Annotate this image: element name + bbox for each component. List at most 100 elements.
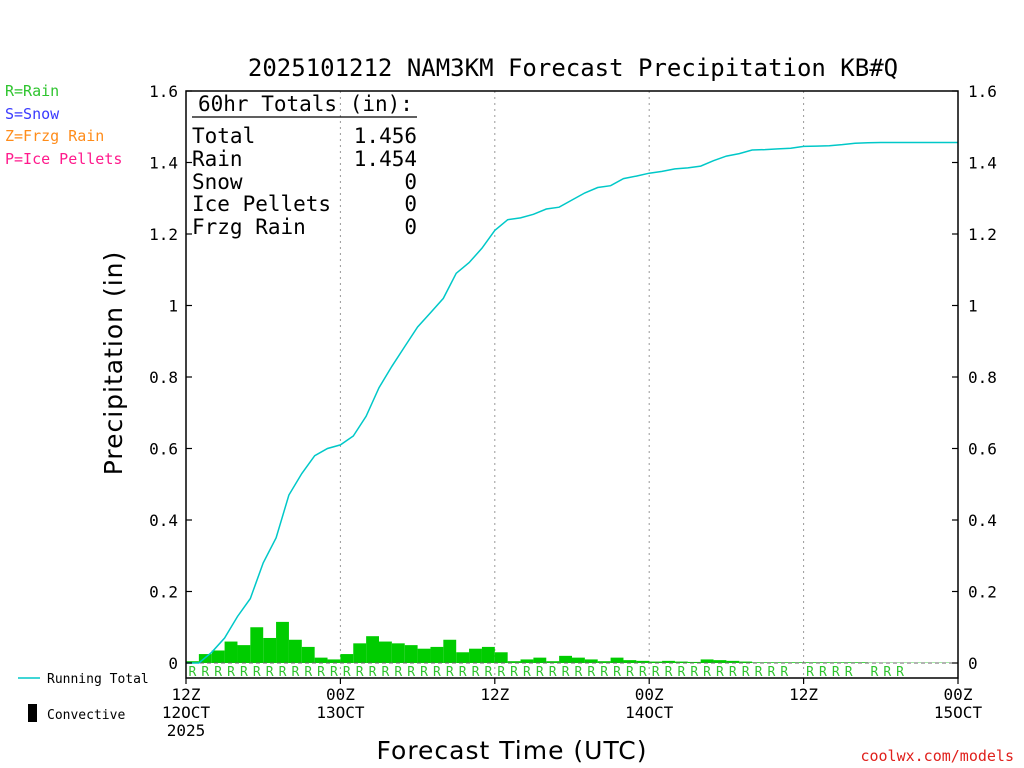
precip-type-mark: R (382, 665, 390, 680)
precip-bar (404, 645, 418, 663)
precip-bar (186, 661, 199, 663)
precip-type-mark: R (716, 665, 724, 680)
precip-type-mark: R (845, 665, 853, 680)
y-tick-label: 1.6 (149, 82, 178, 101)
precip-bar (301, 646, 315, 663)
totals-value-rain: 1.454 (354, 147, 417, 171)
precip-type-mark: R (227, 665, 235, 680)
legend-convective-label: Convective (47, 708, 125, 723)
precip-type-mark: R (459, 665, 467, 680)
precip-bar (224, 641, 238, 663)
precip-type-mark: R (472, 665, 480, 680)
x-tick-label: 12Z (789, 685, 818, 704)
precip-type-mark: R (523, 665, 531, 680)
chart-title: 2025101212 NAM3KM Forecast Precipitation… (248, 54, 898, 82)
precip-type-mark: R (446, 665, 454, 680)
precip-type-mark: R (768, 665, 776, 680)
precip-bar (237, 645, 251, 663)
precip-type-mark: R (497, 665, 505, 680)
precip-type-mark: R (394, 665, 402, 680)
precip-type-mark: R (484, 665, 492, 680)
precip-type-mark: R (549, 665, 557, 680)
x-gridlines (339, 91, 805, 678)
precip-type-mark: R (780, 665, 788, 680)
precip-bar (739, 661, 753, 663)
precip-bar (263, 637, 277, 663)
precip-type-mark: R (677, 665, 685, 680)
x-tick-label: 13OCT (316, 703, 365, 722)
y-tick-label-right: 0.2 (968, 583, 997, 602)
precip-type-mark: R (266, 665, 274, 680)
precip-type-mark: R (562, 665, 570, 680)
y-tick-label-right: 0.4 (968, 511, 997, 530)
totals-value-ice-pellets: 0 (404, 192, 417, 216)
x-tick-label: 12Z (480, 685, 509, 704)
precip-type-mark: R (369, 665, 377, 680)
precip-type-mark: R (189, 665, 197, 680)
y-tick-label-right: 1.2 (968, 225, 997, 244)
precip-bar (752, 662, 765, 663)
y-tick-label-right: 1.6 (968, 82, 997, 101)
precip-type-mark: R (317, 665, 325, 680)
precip-bar (481, 646, 495, 663)
precip-bar (726, 660, 740, 663)
precip-bar (430, 646, 444, 663)
y-axis-left: 0 0.2 0.4 0.6 0.8 1 1.2 1.4 1.6 (149, 82, 192, 673)
x-tick-label: 00Z (635, 685, 664, 704)
precip-bar (379, 641, 392, 663)
precip-type-mark: R (819, 665, 827, 680)
precip-bar (366, 636, 379, 663)
precip-bar (276, 621, 289, 663)
totals-label-total: Total (192, 124, 255, 148)
x-tick-label: 00Z (326, 685, 355, 704)
precip-bar (340, 654, 354, 663)
precip-bar (546, 661, 560, 663)
precip-bar (559, 655, 572, 663)
precip-bar (314, 657, 328, 663)
precip-type-mark: R (575, 665, 583, 680)
precip-type-mark: R (639, 665, 647, 680)
y-tick-label-right: 0.6 (968, 440, 997, 459)
precip-type-mark: R (253, 665, 261, 680)
x-tick-label: 15OCT (934, 703, 983, 722)
precip-type-mark: R (626, 665, 634, 680)
precip-bar (649, 661, 663, 663)
precip-bar (494, 652, 508, 663)
precip-type-mark: R (755, 665, 763, 680)
plot-frame (185, 90, 959, 679)
precip-type-mark: R (896, 665, 904, 680)
x-tick-label: 2025 (167, 721, 206, 740)
x-tick-label: 00Z (944, 685, 973, 704)
x-tick-label: 12Z (172, 685, 201, 704)
y-tick-label-right: 0.8 (968, 368, 997, 387)
x-axis-label: Forecast Time (UTC) (377, 736, 648, 765)
precip-bar (636, 660, 650, 663)
precip-type-mark: R (420, 665, 428, 680)
chart-legend: Running Total Convective (18, 672, 149, 723)
precip-type-mark: R (729, 665, 737, 680)
precip-bar (533, 657, 547, 663)
totals-title: 60hr Totals (in): (198, 92, 413, 116)
y-tick-label: 1 (168, 297, 178, 316)
y-tick-label: 0 (168, 654, 178, 673)
precip-type-mark: R (279, 665, 287, 680)
running-total-line (186, 141, 958, 664)
precip-bar (765, 662, 778, 663)
precip-bar (443, 639, 457, 663)
precip-type-mark: R (433, 665, 441, 680)
x-tick-label: 12OCT (162, 703, 211, 722)
y-axis-right: 0 0.2 0.4 0.6 0.8 1 1.2 1.4 1.6 (952, 82, 997, 673)
totals-label-snow: Snow (192, 170, 243, 194)
precip-type-mark: R (291, 665, 299, 680)
precip-type-mark: R (510, 665, 518, 680)
precip-type-key: R=Rain S=Snow Z=Frzg Rain P=Ice Pellets (5, 82, 122, 168)
precip-bar (816, 662, 830, 663)
precip-type-mark: R (870, 665, 878, 680)
precip-type-mark: R (690, 665, 698, 680)
precip-type-mark: R (883, 665, 891, 680)
precip-bar (713, 660, 727, 663)
totals-box: 60hr Totals (in): Total 1.456 Rain 1.454… (192, 92, 417, 239)
totals-label-rain: Rain (192, 147, 243, 171)
precip-bar (662, 660, 675, 663)
y-tick-label: 0.6 (149, 440, 178, 459)
